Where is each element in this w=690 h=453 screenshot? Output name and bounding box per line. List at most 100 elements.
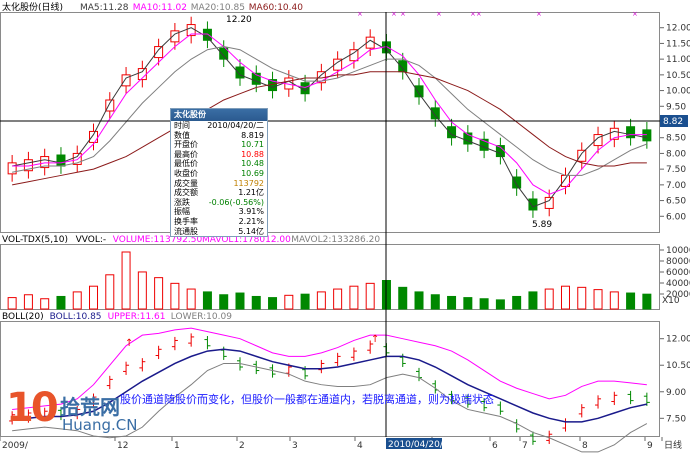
info-row: 时间 2010/04/20/二 xyxy=(171,121,267,131)
info-value: 10.69 xyxy=(241,168,264,178)
volume-bar xyxy=(219,294,229,310)
y-tick-label: 7.50 xyxy=(666,414,686,424)
svg-text:×: × xyxy=(400,10,406,18)
volume-bar xyxy=(137,271,147,310)
candle xyxy=(72,152,82,165)
candle xyxy=(642,129,652,142)
legend-item: MAVOL1:178012.00 xyxy=(202,235,291,245)
volume-bar xyxy=(235,292,245,310)
candle xyxy=(479,138,489,151)
legend-item: VVOL:- xyxy=(76,235,107,245)
candle xyxy=(398,60,408,73)
info-value: 2010/04/20/二 xyxy=(207,121,264,130)
info-row: 数值 8.819 xyxy=(171,131,267,141)
svg-text:×: × xyxy=(436,10,442,18)
y-tick-label: 10.50 xyxy=(666,71,690,81)
svg-text:×: × xyxy=(391,10,397,18)
info-row: 成交额 1.21亿 xyxy=(171,188,267,198)
candle xyxy=(56,154,66,167)
info-value: 5.14亿 xyxy=(238,226,264,236)
volume-bar xyxy=(316,291,326,310)
x-tick-label: 日线 xyxy=(664,439,682,451)
candle xyxy=(544,196,554,209)
legend-item: MAVOL2:133286.20 xyxy=(291,235,380,245)
volume-bar xyxy=(105,274,115,310)
candle xyxy=(593,134,603,147)
y-tick-label: 7.50 xyxy=(666,165,686,175)
banner-text: 股价通道随股价而变化，但股价一般都在通道内，若脱离通道，则为极端状态 xyxy=(120,393,494,406)
price-ma-lines xyxy=(12,27,648,208)
info-key: 时间 xyxy=(174,121,190,130)
info-value: 10.71 xyxy=(241,140,264,150)
volume-bar xyxy=(284,294,294,310)
volume-bar xyxy=(479,298,489,310)
y-tick-label: 12.00 xyxy=(666,24,690,34)
y-tick-label: 12.00 xyxy=(666,335,690,345)
volume-bar xyxy=(170,282,180,310)
candle xyxy=(121,74,131,87)
info-key: 振幅 xyxy=(174,207,190,217)
watermark-logo-url: Huang.CN xyxy=(62,416,138,434)
info-value: 2.21% xyxy=(238,216,264,226)
info-value: 10.48 xyxy=(241,159,264,169)
candle xyxy=(430,107,440,120)
info-value: -0.06(-0.56%) xyxy=(208,197,264,207)
volume-y-axis: 10000080000600004000020000 xyxy=(660,246,690,300)
volume-bar xyxy=(544,288,554,310)
volume-bar xyxy=(89,285,99,310)
legend-item: BOLL:10.85 xyxy=(50,312,102,322)
y-tick-label: 6.00 xyxy=(666,212,686,222)
volume-bar xyxy=(56,295,66,310)
volume-bar xyxy=(72,291,82,310)
cursor-date-label: 2010/04/20/二 xyxy=(388,440,452,450)
x-tick-label: 2 xyxy=(239,441,245,451)
candle xyxy=(512,176,522,189)
watermark-logo: 10 xyxy=(6,385,59,431)
legend-item: VOL-TDX(5,10) xyxy=(2,235,68,245)
x-tick-label: 8 xyxy=(582,441,588,451)
info-key: 收盘价 xyxy=(174,168,198,178)
volume-bar xyxy=(154,277,164,310)
ma-line-ma60 xyxy=(12,71,647,186)
candle xyxy=(7,162,17,175)
volume-bars xyxy=(7,251,652,310)
volume-unit-label: X10 xyxy=(662,296,680,306)
volume-bar xyxy=(609,291,619,310)
boll-legend: BOLL(20) BOLL:10.85 UPPER:11.61 LOWER:10.09 xyxy=(2,312,232,322)
svg-text:××: ×× xyxy=(470,10,482,18)
info-row: 最低价 10.48 xyxy=(171,159,267,169)
info-row: 开盘价 10.71 xyxy=(171,140,267,150)
candle xyxy=(528,198,538,211)
volume-bar xyxy=(560,285,570,310)
volume-panel[interactable] xyxy=(0,244,660,310)
candle xyxy=(154,46,164,59)
x-tick-label: 12 xyxy=(117,441,128,451)
y-tick-label: 8.00 xyxy=(666,149,686,159)
y-tick-label: 80000 xyxy=(666,257,690,267)
candle xyxy=(105,99,115,112)
info-row: 收盘价 10.69 xyxy=(171,169,267,179)
legend-item: UPPER:11.61 xyxy=(108,312,166,322)
x-tick-label: 2009/ xyxy=(2,441,29,451)
volume-bar xyxy=(365,282,375,310)
candle xyxy=(349,49,359,62)
legend-item: MA10:11.02 xyxy=(133,3,187,13)
y-tick-label: 9.50 xyxy=(666,102,686,112)
boll-line-lower xyxy=(12,362,648,453)
candle xyxy=(463,132,473,145)
y-tick-label: 60000 xyxy=(666,268,690,278)
price-y-axis: 6.006.507.007.508.008.509.009.5010.0010.… xyxy=(660,24,690,222)
cursor-date-box xyxy=(386,438,442,449)
y-tick-label: 8.50 xyxy=(666,134,686,144)
legend-item: LOWER:10.09 xyxy=(171,312,232,322)
candle xyxy=(235,66,245,79)
volume-bar xyxy=(40,298,50,310)
boll-line-boll xyxy=(12,348,648,423)
volume-bar xyxy=(512,295,522,310)
up-arrow-marker: ↑ xyxy=(125,338,133,349)
volume-bar xyxy=(349,285,359,310)
info-value: 8.819 xyxy=(241,130,264,140)
ma-line-ma20 xyxy=(12,46,648,176)
info-key: 流通股 xyxy=(174,226,198,236)
